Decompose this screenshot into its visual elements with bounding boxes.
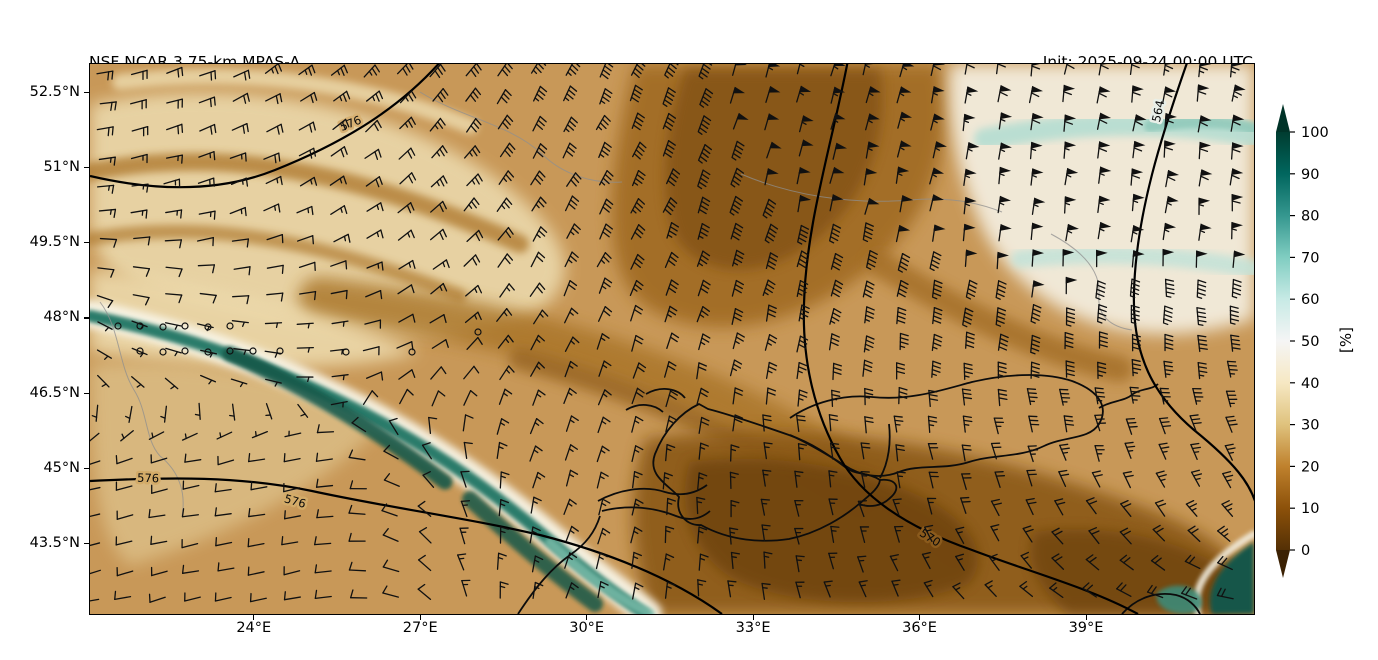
x-tick-mark	[419, 615, 421, 620]
x-tick-label: 30°E	[569, 620, 605, 636]
x-tick-mark	[1085, 615, 1087, 620]
colorbar-tick-label: 0	[1301, 543, 1310, 559]
calm-wind-circle	[204, 348, 212, 356]
y-tick-mark	[84, 91, 89, 93]
humidity-region	[1011, 245, 1254, 278]
calm-wind-circle	[249, 347, 257, 355]
humidity-region	[867, 251, 1133, 382]
y-tick-mark	[84, 392, 89, 394]
humidity-region	[1156, 585, 1203, 614]
height-contour	[90, 477, 723, 614]
calm-wind-circle	[181, 322, 189, 330]
humidity-region	[545, 537, 655, 614]
coastline	[517, 515, 601, 614]
colorbar-tick-label: 100	[1301, 125, 1329, 141]
x-tick-mark	[752, 615, 754, 620]
x-tick-mark	[586, 615, 588, 620]
humidity-region	[462, 491, 603, 612]
coastline	[858, 478, 898, 507]
colorbar-under-arrow	[1276, 550, 1290, 578]
y-tick-label: 51°N	[43, 158, 80, 175]
calm-wind-circle	[226, 322, 234, 330]
colorbar-tick-label: 20	[1301, 459, 1319, 475]
y-tick-label: 43.5°N	[29, 535, 80, 552]
x-tick-label: 24°E	[236, 620, 272, 636]
calm-wind-circle	[114, 322, 122, 330]
colorbar-tick-label: 60	[1301, 292, 1319, 308]
x-tick-mark	[919, 615, 921, 620]
humidity-region	[90, 152, 529, 253]
height-contour	[802, 64, 1139, 614]
height-contour	[90, 64, 440, 189]
contour-label: 576	[137, 471, 159, 486]
calm-wind-circle	[181, 347, 189, 355]
colorbar-tick-label: 30	[1301, 418, 1319, 434]
colorbar-over-arrow	[1276, 104, 1290, 132]
humidity-region	[90, 92, 565, 335]
country-border	[419, 91, 623, 183]
coastline	[1098, 383, 1159, 409]
coastline	[597, 484, 711, 520]
colorbar: 0 10 20 30 40 50 60 70 80 90 100	[1276, 104, 1329, 578]
country-border	[99, 301, 161, 457]
y-tick-label: 46.5°N	[29, 384, 80, 401]
calm-wind-circle	[276, 347, 284, 355]
calm-wind-circle	[226, 347, 234, 355]
humidity-region	[665, 69, 883, 270]
colorbar-tick-label: 70	[1301, 250, 1319, 266]
calm-wind-circle	[159, 348, 167, 356]
colorbar-tick-label: 80	[1301, 209, 1319, 225]
colorbar-tick-label: 90	[1301, 167, 1319, 183]
colorbar-tick-label: 10	[1301, 501, 1319, 517]
humidity-region	[974, 113, 1254, 150]
humidity-region	[112, 68, 478, 134]
colorbar-unit-label: [%]	[1337, 327, 1355, 353]
country-border	[740, 173, 1003, 213]
y-tick-mark	[84, 166, 89, 169]
y-tick-mark	[84, 317, 89, 319]
x-tick-label: 33°E	[735, 620, 771, 636]
calm-wind-circle	[136, 347, 144, 355]
map-canvas: 576 564 570 576 576	[89, 63, 1255, 615]
coastline	[625, 388, 686, 413]
calm-wind-circle	[474, 328, 482, 336]
coastline	[789, 374, 1104, 477]
y-tick-mark	[84, 543, 89, 545]
calm-wind-circle	[159, 323, 167, 331]
humidity-region	[222, 346, 453, 490]
y-tick-label: 49.5°N	[29, 234, 80, 251]
coastline	[1121, 593, 1201, 614]
x-tick-label: 39°E	[1068, 620, 1104, 636]
y-tick-mark	[84, 467, 89, 470]
height-contour	[1132, 64, 1254, 502]
y-tick-mark	[84, 242, 89, 244]
colorbar-tick-label: 50	[1301, 334, 1319, 350]
y-tick-label: 45°N	[43, 459, 80, 476]
colorbar-tick-label: 40	[1301, 376, 1319, 392]
calm-wind-circle	[408, 348, 416, 356]
x-tick-label: 36°E	[902, 620, 937, 636]
calm-wind-circle	[342, 348, 350, 356]
calm-wind-circle	[204, 323, 212, 331]
colorbar-gradient	[1276, 132, 1290, 550]
x-tick-label: 27°E	[402, 620, 438, 636]
humidity-region	[90, 224, 467, 303]
x-tick-mark	[253, 615, 255, 620]
wind-barb-layer	[90, 64, 1246, 603]
y-tick-label: 48°N	[43, 309, 80, 326]
y-tick-label: 52.5°N	[29, 83, 80, 100]
coastline	[879, 423, 891, 479]
calm-wind-circle	[136, 322, 144, 330]
